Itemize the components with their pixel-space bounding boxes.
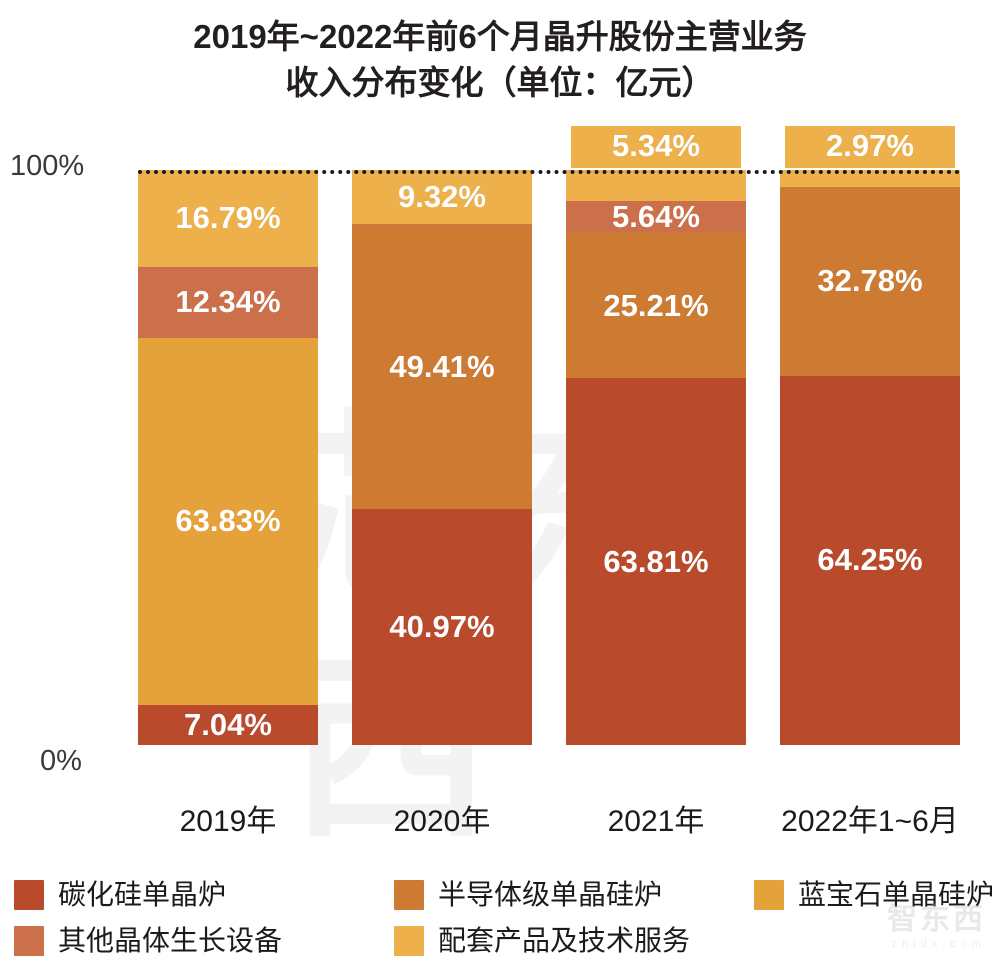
plot-area: 100% 0% 7.04% 63.83% 12.34% 16.79% 40.97% 49.… [10,126,960,785]
bar-segment-label: 63.83% [175,503,281,539]
source-watermark: 智东西 zhidx.com [816,903,986,961]
chart-title: 2019年~2022年前6个月晶升股份主营业务 收入分布变化（单位：亿元） [0,14,1000,106]
bar-segment[interactable]: 9.32% [352,170,532,224]
x-axis-label: 2020年 [393,805,491,838]
legend-swatch-icon [14,880,44,910]
legend-item[interactable]: 半导体级单晶硅炉 [394,879,754,911]
legend-swatch-icon [394,880,424,910]
bar-stack: 40.97% 49.41% 0.30%9.32% [352,170,532,745]
bar-segment[interactable]: 12.34% [138,266,318,338]
chart-legend: 碳化硅单晶炉 半导体级单晶硅炉 蓝宝石单晶硅炉其他晶体生长设备 配套产品及技术服务 [14,872,994,964]
bar-segment[interactable]: 2.97% [780,126,960,188]
bar-segment[interactable]: 63.83% [138,337,318,705]
bar-segment-label: 9.32% [398,178,486,214]
x-axis-label: 2022年1~6月 [781,805,959,838]
reference-line-100 [138,170,960,174]
legend-swatch-icon [394,926,424,956]
chart-title-line-1: 2019年~2022年前6个月晶升股份主营业务 [193,18,807,55]
legend-label: 半导体级单晶硅炉 [438,879,663,910]
x-axis-label: 2019年 [179,805,277,838]
bar-column: 63.81% 25.21% 5.64% 5.34% [566,126,746,785]
bar-segment[interactable]: 49.41% [352,225,532,510]
bar-segment-label: 5.64% [612,198,700,234]
legend-item[interactable]: 其他晶体生长设备 [14,925,394,957]
legend-swatch-icon [754,880,784,910]
bar-segment-label: 7.04% [184,706,272,742]
bar-segment-label: 63.81% [603,543,709,579]
bar-segment-label: 49.41% [389,349,495,385]
legend-swatch-icon [14,926,44,956]
x-axis-labels: 2019年 2020年 2021年 2022年1~6月 [138,796,960,842]
bar-segment-label: 16.79% [175,200,281,236]
bar-segment[interactable]: 16.79% [138,170,318,267]
bar-stack: 7.04% 63.83% 12.34% 16.79% [138,170,318,745]
legend-label: 配套产品及技术服务 [438,925,691,956]
bar-stack: 64.25% 32.78% 2.97% [780,126,960,745]
legend-item[interactable]: 碳化硅单晶炉 [14,879,394,911]
bar-segment[interactable]: 5.34% [566,126,746,201]
bar-segment-label: 2.97% [785,126,955,169]
legend-item[interactable]: 蓝宝石单晶硅炉 [754,879,994,911]
bar-segment[interactable]: 40.97% [352,509,532,745]
bar-segment[interactable]: 7.04% [138,704,318,745]
bar-stack: 63.81% 25.21% 5.64% 5.34% [566,126,746,745]
x-axis-label: 2021年 [607,805,705,838]
legend-item[interactable]: 配套产品及技术服务 [394,925,754,957]
bar-column: 7.04% 63.83% 12.34% 16.79% [138,130,318,785]
bar-segment-label: 25.21% [603,287,709,323]
bar-segment[interactable]: 32.78% [780,187,960,376]
bar-segment[interactable]: 0.30% [352,179,532,226]
bar-column: 64.25% 32.78% 2.97% [780,126,960,785]
bar-segment[interactable]: 64.25% [780,375,960,745]
source-watermark-url: zhidx.com [891,938,986,950]
bar-segment[interactable]: 63.81% [566,378,746,745]
bar-column: 40.97% 49.41% 0.30%9.32% [352,130,532,785]
bar-segment[interactable]: 5.64% [566,198,746,234]
chart-title-line-2: 收入分布变化（单位：亿元） [285,64,715,101]
legend-label: 蓝宝石单晶硅炉 [798,879,995,910]
bar-segment-label: 64.25% [817,542,923,578]
source-watermark-logo: 智东西 [887,903,986,936]
bar-segment-label: 40.97% [389,609,495,645]
legend-label: 碳化硅单晶炉 [58,879,227,910]
bar-group: 7.04% 63.83% 12.34% 16.79% 40.97% 49.41% 0.30%… [138,126,960,785]
bar-segment-label: 12.34% [175,284,281,320]
bar-segment[interactable]: 25.21% [566,233,746,379]
bar-segment-label: 32.78% [817,263,923,299]
bar-segment-label: 5.34% [571,126,741,169]
legend-label: 其他晶体生长设备 [58,925,283,956]
